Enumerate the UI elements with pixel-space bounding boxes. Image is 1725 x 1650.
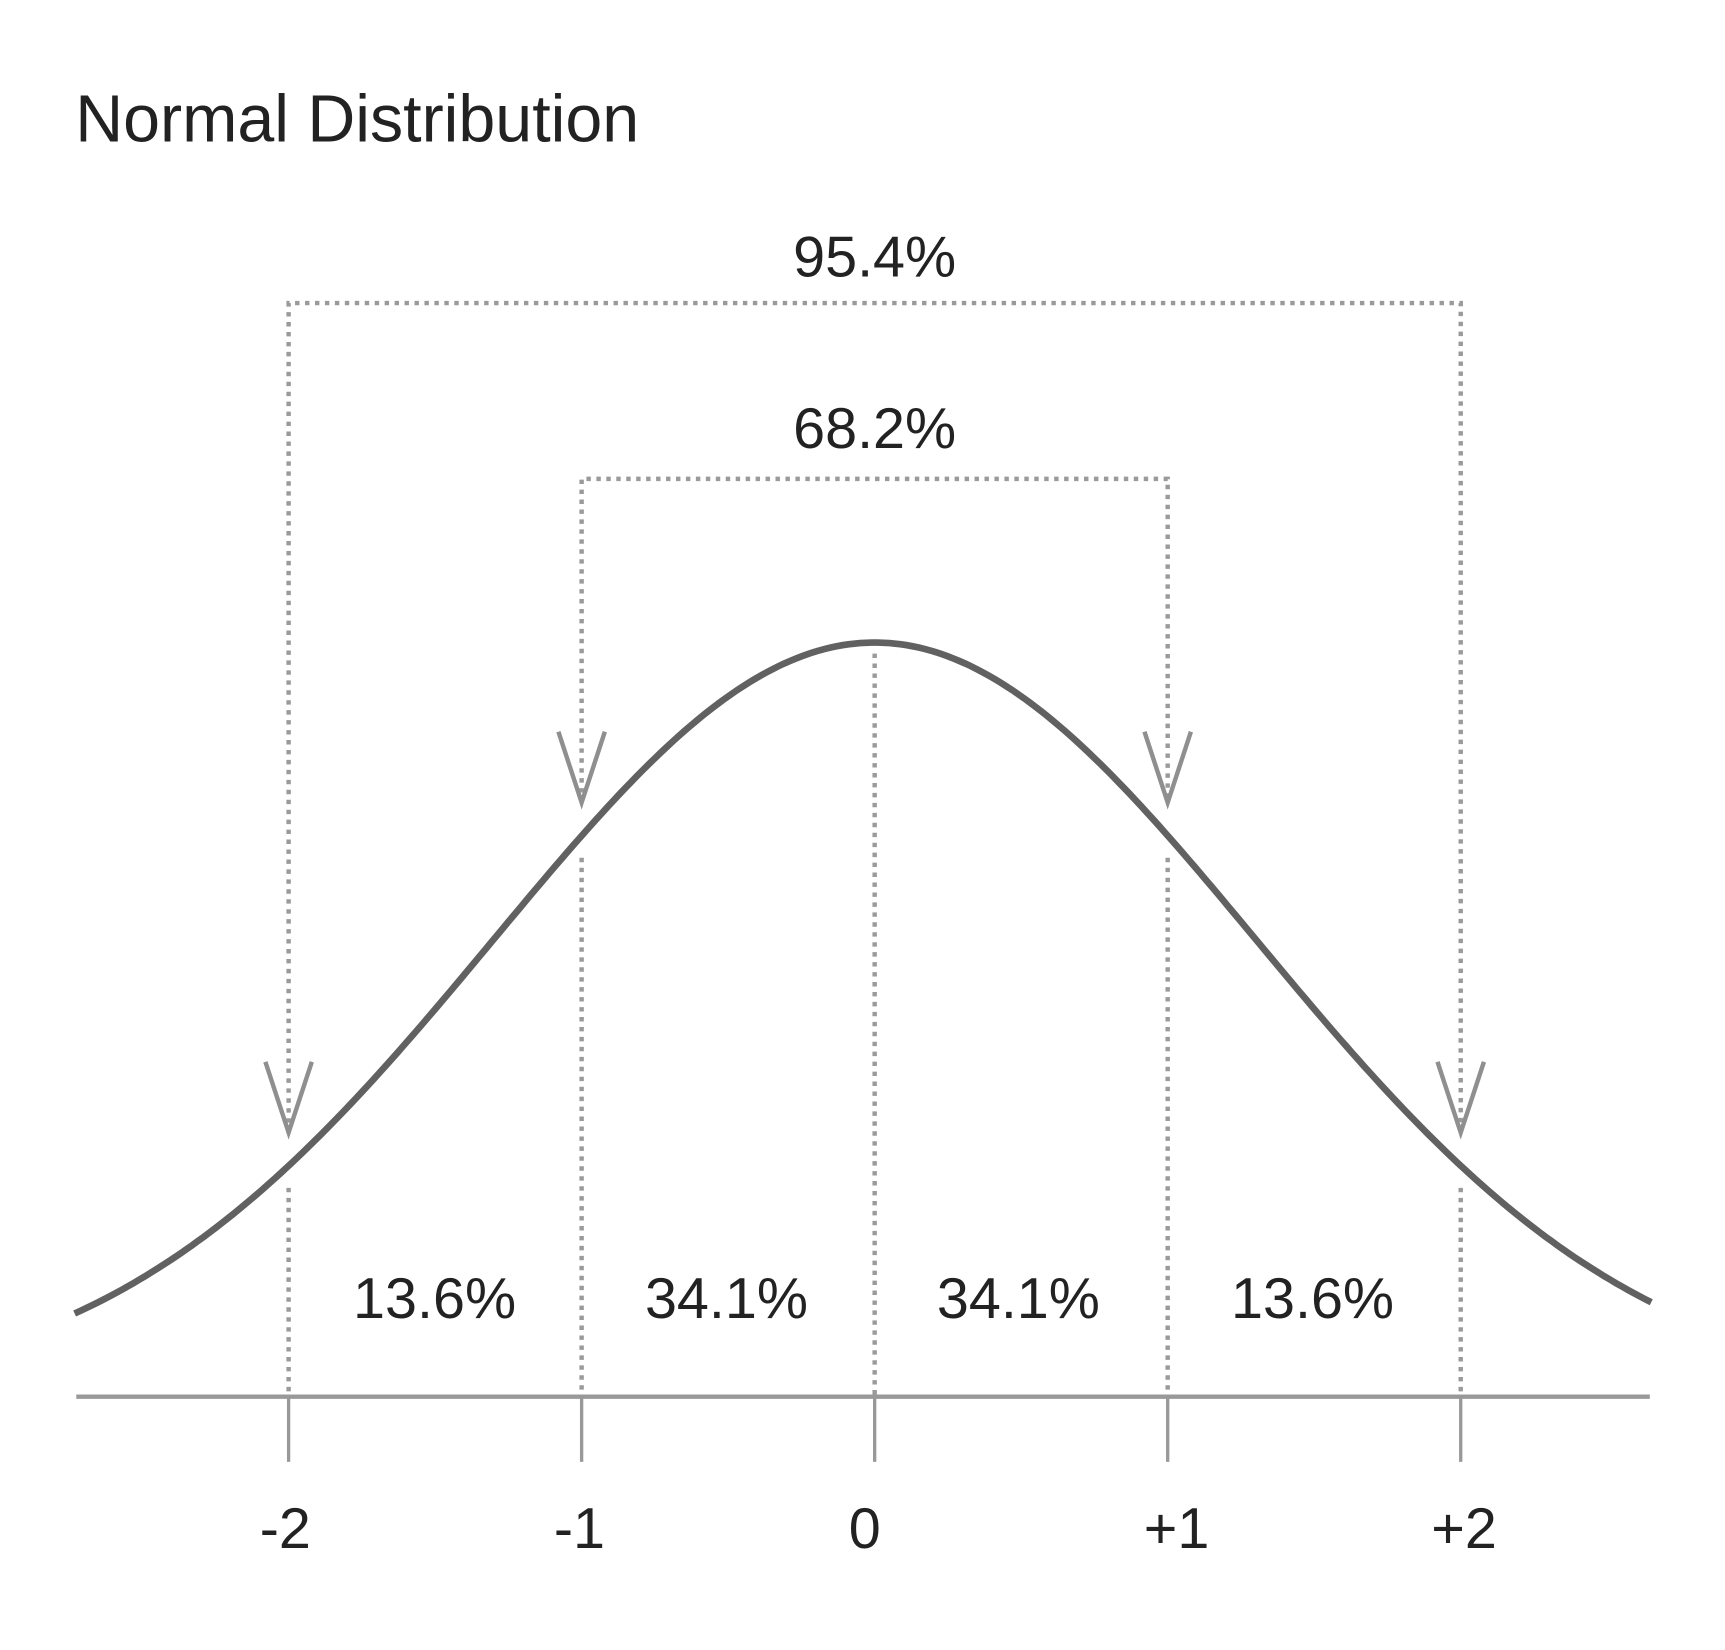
tick-label: -2 <box>260 1497 311 1561</box>
arrow-down-icon <box>263 1061 314 1140</box>
arrow-down-icon <box>1142 731 1194 810</box>
region-label: 13.6% <box>1231 1267 1394 1331</box>
region-label: 34.1% <box>937 1267 1100 1331</box>
region-label: 13.6% <box>353 1267 516 1331</box>
tick-label: +1 <box>1144 1497 1210 1561</box>
region-label: 34.1% <box>645 1267 808 1331</box>
arrow-down-icon <box>556 731 607 810</box>
tick-label: 0 <box>849 1497 881 1561</box>
bracket-label-95: 95.4% <box>793 226 956 290</box>
distribution-curve <box>73 639 1653 1317</box>
bracket-label-68: 68.2% <box>793 397 956 461</box>
bracket-line <box>286 300 1463 1133</box>
bracket-line <box>579 476 1170 803</box>
chart-title: Normal Distribution <box>75 83 639 157</box>
x-ticks <box>286 1396 1463 1462</box>
tick-label: -1 <box>554 1497 605 1561</box>
arrow-down-icon <box>1435 1061 1487 1140</box>
guide-lines <box>263 300 1487 1397</box>
tick-label: +2 <box>1431 1497 1497 1561</box>
